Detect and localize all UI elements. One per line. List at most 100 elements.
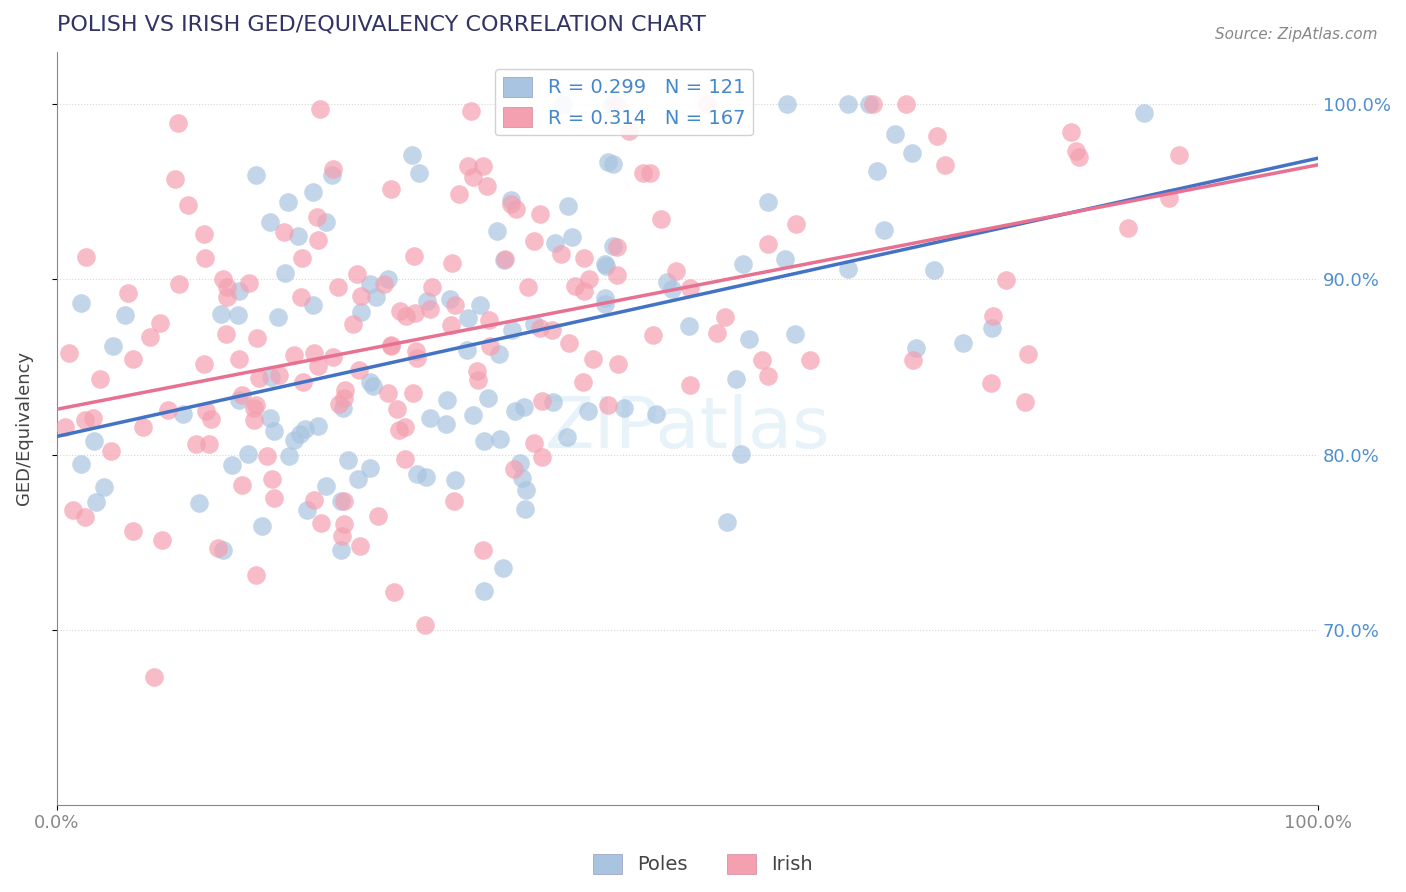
Point	[259, 411, 281, 425]
Point	[193, 357, 215, 371]
Point	[475, 178, 498, 193]
Point	[329, 494, 352, 508]
Point	[221, 458, 243, 472]
Point	[631, 166, 654, 180]
Point	[307, 233, 329, 247]
Point	[558, 335, 581, 350]
Point	[380, 182, 402, 196]
Point	[419, 410, 441, 425]
Point	[661, 282, 683, 296]
Point	[602, 239, 624, 253]
Point	[260, 370, 283, 384]
Point	[247, 371, 270, 385]
Point	[980, 376, 1002, 391]
Point	[572, 251, 595, 265]
Point	[461, 170, 484, 185]
Y-axis label: GED/Equivalency: GED/Equivalency	[15, 351, 32, 506]
Point	[499, 197, 522, 211]
Point	[157, 402, 180, 417]
Point	[84, 495, 107, 509]
Point	[287, 229, 309, 244]
Point	[522, 318, 544, 332]
Point	[456, 343, 478, 357]
Legend: R = 0.299   N = 121, R = 0.314   N = 167: R = 0.299 N = 121, R = 0.314 N = 167	[495, 69, 754, 136]
Point	[165, 172, 187, 186]
Point	[187, 496, 209, 510]
Point	[217, 280, 239, 294]
Point	[1017, 346, 1039, 360]
Point	[866, 163, 889, 178]
Point	[638, 166, 661, 180]
Point	[416, 293, 439, 308]
Point	[725, 371, 748, 385]
Point	[873, 223, 896, 237]
Point	[572, 284, 595, 298]
Point	[751, 353, 773, 368]
Point	[167, 116, 190, 130]
Point	[82, 410, 104, 425]
Point	[494, 252, 516, 266]
Point	[58, 345, 80, 359]
Point	[132, 420, 155, 434]
Point	[1060, 125, 1083, 139]
Point	[492, 561, 515, 575]
Point	[756, 237, 779, 252]
Point	[243, 413, 266, 427]
Point	[215, 326, 238, 341]
Point	[238, 447, 260, 461]
Point	[266, 310, 288, 324]
Point	[373, 277, 395, 292]
Point	[557, 199, 579, 213]
Point	[177, 198, 200, 212]
Point	[1168, 148, 1191, 162]
Point	[117, 286, 139, 301]
Point	[901, 353, 924, 368]
Point	[665, 264, 688, 278]
Point	[517, 279, 540, 293]
Point	[593, 257, 616, 271]
Point	[359, 461, 381, 475]
Point	[922, 263, 945, 277]
Point	[434, 417, 457, 432]
Point	[530, 450, 553, 465]
Point	[513, 502, 536, 516]
Point	[212, 272, 235, 286]
Point	[501, 193, 523, 207]
Point	[756, 369, 779, 384]
Point	[75, 250, 97, 264]
Point	[474, 584, 496, 599]
Point	[461, 409, 484, 423]
Point	[367, 509, 389, 524]
Point	[406, 351, 429, 366]
Point	[294, 422, 316, 436]
Point	[489, 432, 512, 446]
Point	[263, 424, 285, 438]
Point	[444, 298, 467, 312]
Point	[543, 395, 565, 409]
Point	[408, 166, 430, 180]
Point	[645, 408, 668, 422]
Point	[655, 275, 678, 289]
Point	[382, 584, 405, 599]
Point	[731, 257, 754, 271]
Point	[478, 339, 501, 353]
Point	[544, 235, 567, 250]
Point	[540, 323, 562, 337]
Point	[706, 326, 728, 341]
Point	[501, 323, 523, 337]
Point	[785, 217, 807, 231]
Point	[335, 384, 357, 398]
Point	[269, 368, 291, 382]
Point	[678, 319, 700, 334]
Point	[405, 344, 427, 359]
Point	[572, 376, 595, 390]
Point	[73, 413, 96, 427]
Point	[529, 321, 551, 335]
Point	[513, 400, 536, 414]
Point	[472, 543, 495, 558]
Point	[322, 161, 344, 176]
Point	[309, 103, 332, 117]
Point	[531, 393, 554, 408]
Point	[283, 433, 305, 447]
Point	[62, 502, 84, 516]
